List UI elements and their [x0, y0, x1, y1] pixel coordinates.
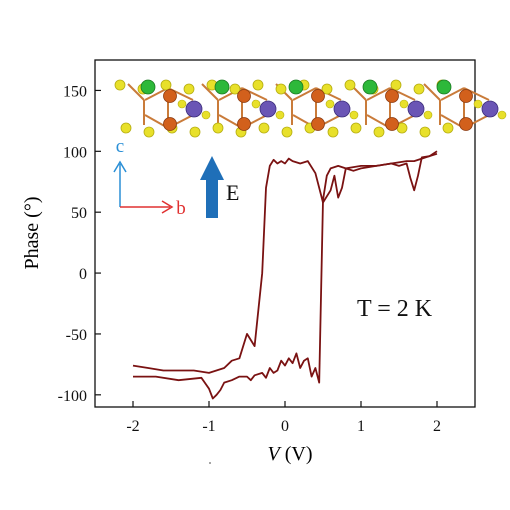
x-tick-label: 0 — [281, 418, 289, 435]
stray-dot — [209, 462, 211, 464]
atom-orange — [459, 89, 473, 103]
atom-purple — [407, 100, 425, 118]
atom-s — [229, 83, 241, 95]
atom-s — [373, 126, 385, 138]
atom-s — [419, 126, 431, 138]
series-line-1 — [133, 150, 438, 400]
crystal-axes-indicator: c b — [113, 136, 186, 219]
y-tick-label: 150 — [63, 83, 87, 100]
atom-green — [362, 79, 378, 95]
atom-s — [114, 79, 126, 91]
c-axis-arrowhead — [113, 160, 127, 173]
atom-orange — [385, 117, 399, 131]
atom-s — [189, 126, 201, 138]
atom-s — [325, 99, 335, 109]
x-tick-label: -2 — [126, 418, 139, 435]
atom-green — [436, 79, 452, 95]
atom-purple — [481, 100, 499, 118]
atom-s — [258, 122, 270, 134]
atom-green — [140, 79, 156, 95]
y-tick-label: -50 — [66, 327, 87, 344]
crystal-bond — [423, 83, 441, 101]
x-axis-title: V (V) — [268, 443, 313, 465]
atom-s — [344, 79, 356, 91]
atom-s — [251, 99, 261, 109]
atom-purple — [259, 100, 277, 118]
atom-orange — [163, 89, 177, 103]
c-axis-label: c — [116, 136, 124, 157]
y-axis-title: Phase (°) — [21, 197, 43, 270]
x-axis-title-rest: (V) — [280, 443, 313, 465]
atom-s — [473, 99, 483, 109]
crystal-bond — [440, 87, 465, 101]
x-axis: -2 -1 0 1 2 — [126, 401, 441, 435]
atom-orange — [459, 117, 473, 131]
atom-green — [288, 79, 304, 95]
crystal-bond — [127, 83, 145, 101]
crystal-bond — [201, 83, 219, 101]
atom-s — [252, 79, 264, 91]
atom-s — [399, 99, 409, 109]
atom-s — [183, 83, 195, 95]
y-tick-label: 50 — [71, 205, 87, 222]
b-axis-arrowhead — [161, 200, 174, 214]
series-line-2 — [132, 152, 438, 374]
atom-s — [497, 110, 507, 120]
y-tick-label: -100 — [58, 388, 87, 405]
atom-orange — [237, 89, 251, 103]
atom-s — [201, 110, 211, 120]
atom-orange — [237, 117, 251, 131]
atom-s — [120, 122, 132, 134]
atom-s — [275, 83, 287, 95]
atom-s — [143, 126, 155, 138]
temperature-label: T = 2 K — [357, 296, 433, 322]
field-arrow-head — [200, 156, 224, 180]
y-axis: -100 -50 0 50 100 150 — [58, 83, 101, 405]
crystal-structure-inset — [114, 79, 507, 138]
y-tick-label: 0 — [79, 266, 87, 283]
atom-orange — [385, 89, 399, 103]
atom-s — [160, 79, 172, 91]
atom-s — [275, 110, 285, 120]
crystal-bond — [292, 87, 317, 101]
y-tick-label: 100 — [63, 144, 87, 161]
atom-s — [442, 122, 454, 134]
field-label: E — [226, 180, 239, 205]
x-tick-label: 1 — [357, 418, 365, 435]
atom-purple — [185, 100, 203, 118]
x-tick-label: -1 — [202, 418, 215, 435]
atom-s — [413, 83, 425, 95]
field-arrow-shaft — [206, 178, 218, 218]
atom-s — [390, 79, 402, 91]
atom-orange — [163, 117, 177, 131]
atom-s — [321, 83, 333, 95]
x-tick-label: 2 — [433, 418, 441, 435]
hysteresis-curves — [132, 150, 438, 400]
atom-orange — [311, 117, 325, 131]
atom-s — [423, 110, 433, 120]
atom-green — [214, 79, 230, 95]
crystal-bond — [366, 87, 391, 101]
electric-field-indicator: E — [200, 156, 239, 218]
x-axis-title-italic: V — [268, 443, 283, 465]
atom-s — [350, 122, 362, 134]
atom-s — [349, 110, 359, 120]
atom-s — [212, 122, 224, 134]
atom-s — [281, 126, 293, 138]
b-axis-label: b — [176, 198, 186, 219]
atom-s — [177, 99, 187, 109]
atom-s — [327, 126, 339, 138]
atom-purple — [333, 100, 351, 118]
atom-orange — [311, 89, 325, 103]
